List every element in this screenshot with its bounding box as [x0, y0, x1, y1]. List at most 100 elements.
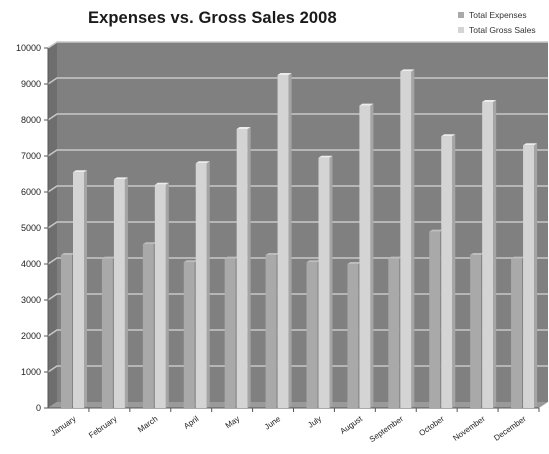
bar-top	[142, 242, 157, 245]
bar	[441, 136, 453, 408]
bar-side	[84, 170, 87, 408]
bar-top	[470, 253, 485, 255]
bar	[183, 262, 195, 408]
bar	[359, 105, 371, 408]
bar-top	[154, 182, 169, 185]
bar-top	[61, 253, 75, 255]
bar-top	[511, 256, 526, 259]
bar	[347, 264, 359, 408]
y-tick-label: 2000	[21, 331, 41, 341]
bar	[154, 184, 166, 408]
x-tick-label: December	[492, 414, 528, 443]
legend-swatch-expenses	[458, 11, 464, 18]
y-tick-label: 8000	[21, 115, 41, 125]
bar-side	[124, 177, 128, 408]
gridline	[47, 293, 548, 301]
x-tick-label: July	[306, 414, 323, 430]
gridline	[47, 329, 548, 337]
bar	[482, 102, 494, 408]
bar-top	[523, 143, 538, 146]
bar-side	[370, 103, 374, 408]
bar-top	[482, 100, 497, 102]
bar	[61, 255, 72, 408]
bar	[318, 157, 330, 408]
chart-floor	[48, 402, 548, 408]
bar	[277, 75, 289, 408]
bar	[388, 258, 400, 408]
gridline	[47, 365, 548, 373]
bar-top	[224, 256, 239, 259]
bar-side	[247, 127, 251, 408]
y-tick-label: 7000	[21, 151, 41, 161]
y-tick-label: 3000	[21, 295, 41, 305]
bar-top	[277, 73, 292, 75]
bar-top	[400, 69, 415, 72]
bar-side	[452, 134, 456, 408]
legend-item-gross-sales: Total Gross Sales	[458, 22, 536, 37]
x-tick-label: February	[87, 414, 118, 440]
gridline	[47, 77, 548, 85]
bar	[523, 145, 535, 408]
bar	[113, 179, 125, 408]
bar-side	[206, 161, 210, 408]
x-tick-label: January	[49, 414, 77, 438]
bar-top	[183, 260, 198, 263]
gridline	[47, 257, 548, 265]
y-tick-label: 1000	[21, 367, 41, 377]
bar	[73, 172, 84, 408]
gridline	[47, 41, 548, 49]
gridline	[47, 185, 548, 193]
bar	[224, 258, 236, 408]
legend-swatch-gross-sales	[458, 26, 464, 33]
bar-top	[359, 103, 374, 106]
bar-side	[288, 73, 292, 408]
y-tick-label: 0	[36, 403, 41, 413]
x-tick-label: April	[182, 414, 200, 431]
legend-label-expenses: Total Expenses	[469, 9, 527, 20]
legend-label-gross-sales: Total Gross Sales	[469, 24, 536, 35]
bar-top	[73, 170, 87, 173]
bar	[429, 231, 441, 408]
x-tick-label: October	[417, 414, 446, 438]
bar	[470, 255, 482, 408]
bar-top	[306, 260, 321, 263]
x-tick-label: May	[224, 414, 242, 430]
chart-title: Expenses vs. Gross Sales 2008	[88, 9, 337, 27]
bar-side	[534, 143, 538, 408]
bar	[265, 255, 277, 408]
bar-side	[411, 69, 415, 409]
gridline	[47, 149, 548, 157]
x-tick-label: November	[451, 414, 487, 443]
bar	[306, 262, 318, 408]
bar-top	[101, 256, 116, 259]
bar-top	[441, 134, 456, 137]
legend-item-expenses: Total Expenses	[458, 7, 536, 22]
x-tick-label: September	[368, 414, 405, 444]
y-tick-label: 9000	[21, 79, 41, 89]
gridline	[47, 221, 548, 229]
bar-top	[265, 253, 280, 255]
y-tick-label: 5000	[21, 223, 41, 233]
bar-side	[493, 100, 497, 408]
bar	[511, 258, 523, 408]
bar	[236, 129, 248, 408]
bar-side	[165, 182, 169, 408]
bar-top	[429, 229, 444, 232]
x-tick-label: June	[263, 414, 283, 432]
x-tick-label: August	[338, 414, 364, 436]
bar	[400, 71, 412, 409]
bar	[101, 258, 113, 408]
y-tick-label: 4000	[21, 259, 41, 269]
bar-top	[195, 161, 210, 164]
bar-top	[236, 127, 251, 129]
y-tick-label: 6000	[21, 187, 41, 197]
bar	[142, 244, 154, 408]
bar-top	[347, 262, 362, 264]
legend: Total Expenses Total Gross Sales	[458, 7, 536, 37]
x-tick-label: March	[136, 414, 159, 434]
y-tick-label: 10000	[16, 43, 41, 53]
bar-top	[318, 155, 333, 158]
bar-top	[388, 256, 403, 259]
bar-side	[329, 155, 333, 408]
